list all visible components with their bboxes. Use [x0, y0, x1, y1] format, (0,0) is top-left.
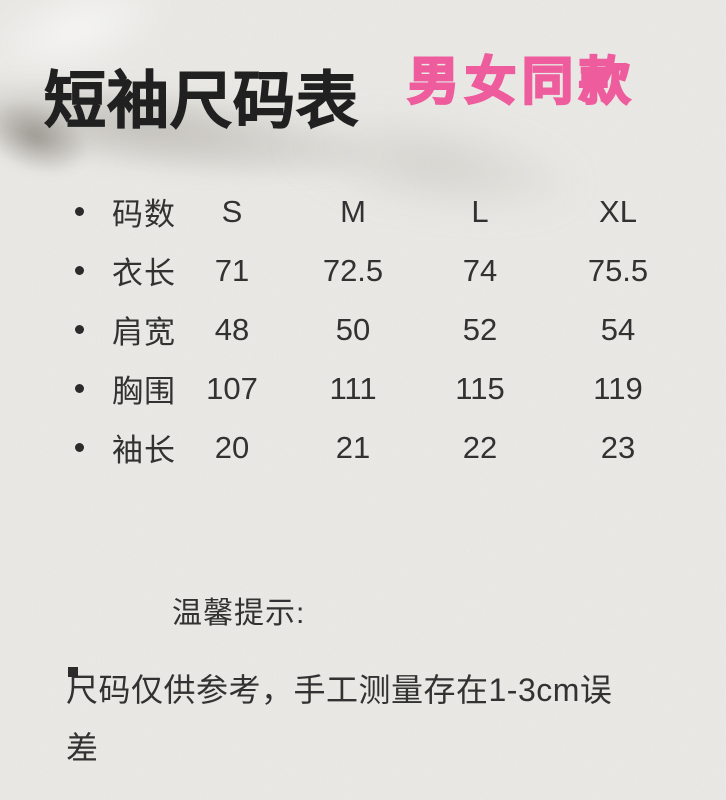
- row-label: 衣长: [112, 256, 176, 291]
- cell-value: 119: [593, 370, 643, 406]
- note-line-1: 尺码仅供参考，手工测量存在1-3cm误: [66, 672, 613, 708]
- cell-value: 74: [462, 252, 498, 288]
- cell-value: 22: [462, 429, 498, 465]
- cell-value: 23: [600, 429, 636, 465]
- page-title: 短袖尺码表: [43, 66, 360, 136]
- cell-size-xl: XL: [599, 193, 637, 229]
- bullet-dot-icon: [74, 443, 84, 452]
- note-line-2: 差: [66, 730, 99, 766]
- table-row-chest: 胸围 107 111 115 119: [60, 359, 718, 418]
- cell-value: 54: [600, 311, 636, 347]
- tips-note: 尺码仅供参考，手工测量存在1-3cm误 差: [66, 643, 696, 777]
- row-label: 肩宽: [112, 315, 176, 350]
- cell-value: 72.5: [322, 252, 384, 288]
- row-label: 胸围: [112, 374, 176, 409]
- cell-value: 20: [214, 429, 250, 465]
- table-row-shoulder: 肩宽 48 50 52 54: [60, 300, 718, 359]
- cell-size-m: M: [340, 193, 366, 229]
- bullet-dot-icon: [74, 207, 84, 216]
- bullet-dot-icon: [74, 266, 84, 275]
- table-row-sleeve: 袖长 20 21 22 23: [60, 418, 718, 477]
- row-label: 码数: [112, 197, 176, 232]
- tips-heading: 温馨提示:: [172, 597, 306, 630]
- cell-value: 71: [214, 252, 250, 288]
- cell-value: 111: [329, 370, 377, 406]
- cell-value: 21: [335, 429, 371, 465]
- cell-size-l: L: [471, 193, 489, 229]
- cell-value: 52: [462, 311, 498, 347]
- cell-value: 50: [335, 311, 371, 347]
- bullet-dot-icon: [74, 384, 84, 393]
- cell-size-s: S: [221, 193, 243, 229]
- cell-value: 115: [455, 370, 505, 406]
- table-row-sizes: 码数 S M L XL: [60, 182, 718, 241]
- table-row-length: 衣长 71 72.5 74 75.5: [60, 241, 718, 300]
- size-table: 码数 S M L XL 衣长 71 72.5 74 75.5 肩宽 48 50 …: [60, 182, 718, 477]
- bullet-dot-icon: [74, 325, 84, 334]
- cell-value: 107: [206, 370, 258, 406]
- bullet-square-icon: [68, 667, 78, 677]
- unisex-badge: 男女同款: [407, 52, 637, 111]
- row-label: 袖长: [112, 433, 176, 468]
- cell-value: 75.5: [587, 252, 649, 288]
- cell-value: 48: [214, 311, 250, 347]
